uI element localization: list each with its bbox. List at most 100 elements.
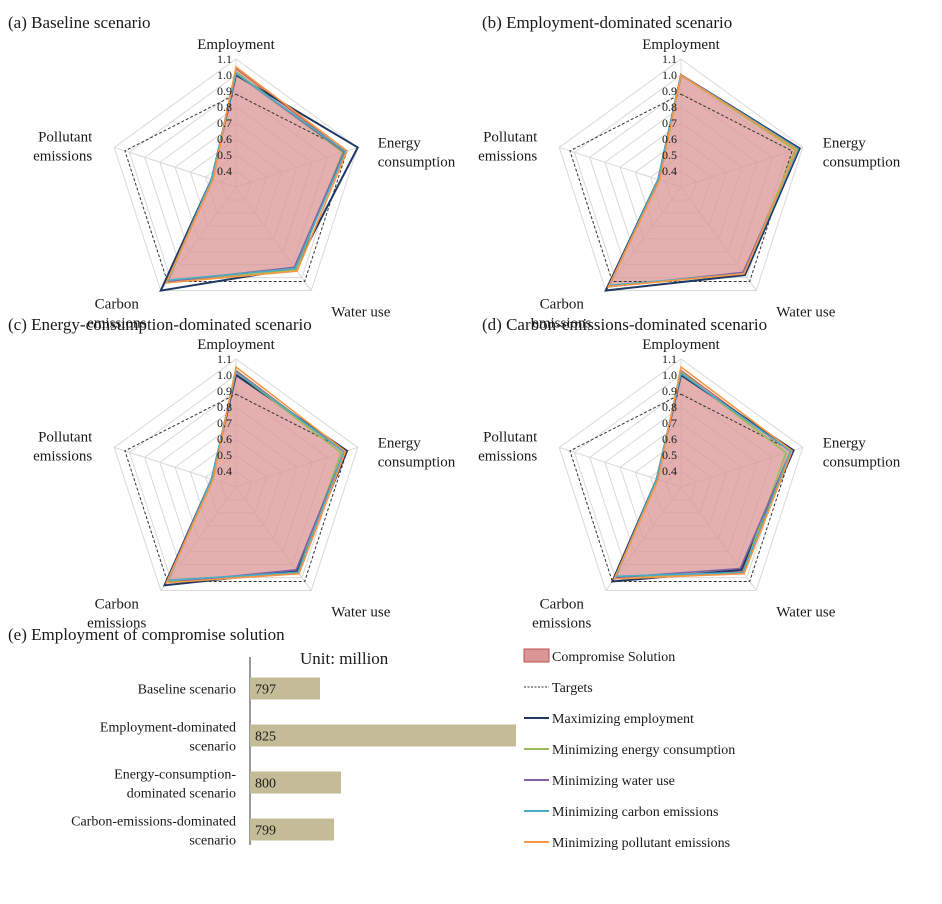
- legend-label: Targets: [552, 681, 593, 696]
- series-targets: [124, 93, 348, 282]
- series-minimizing-carbon-emissions: [614, 372, 792, 578]
- tick-label: 0.4: [217, 464, 232, 478]
- category-label: Employment-dominated: [100, 721, 236, 736]
- series-minimizing-carbon-emissions: [167, 370, 346, 582]
- series-minimizing-pollutant-emissions: [612, 365, 794, 580]
- radar-chart-d: (d) Carbon-emissions-dominated scenario 1…: [478, 315, 901, 632]
- axis-label: emissions: [33, 148, 92, 164]
- tick-label: 0.9: [217, 84, 232, 98]
- category-label: scenario: [189, 834, 236, 849]
- bar-value-label: 825: [255, 730, 276, 745]
- category-label: scenario: [189, 740, 236, 755]
- axis-label: Pollutant: [483, 129, 538, 145]
- tick-label: 0.9: [217, 384, 232, 398]
- axis-label: emissions: [33, 448, 92, 464]
- axis-label: Energy: [823, 135, 867, 151]
- series-targets: [124, 393, 348, 582]
- tick-label: 0.8: [662, 400, 677, 414]
- axis-label: Energy: [378, 435, 422, 451]
- axis-label: Pollutant: [38, 429, 93, 445]
- axis-label: Energy: [823, 435, 867, 451]
- tick-label: 0.7: [662, 116, 677, 130]
- tick-label: 0.7: [662, 416, 677, 430]
- tick-label: 0.6: [217, 432, 232, 446]
- bar: [250, 677, 320, 700]
- series-compromise-solution: [165, 369, 345, 584]
- axis-label: consumption: [378, 454, 456, 470]
- radar-chart-c: (c) Energy-consumption-dominated scenari…: [8, 315, 456, 632]
- bar-value-label: 799: [255, 824, 276, 839]
- panel-title: (e) Employment of compromise solution: [8, 625, 285, 644]
- tick-label: 0.4: [217, 164, 232, 178]
- legend-label: Minimizing water use: [552, 774, 675, 789]
- series-minimizing-pollutant-emissions: [165, 365, 347, 584]
- grid-ring: [113, 58, 359, 292]
- radar-chart-a: (a) Baseline scenario 1.1 1.0 0.9 0.8 0.7 0.6 0…: [8, 13, 456, 332]
- tick-label: 0.7: [217, 116, 232, 130]
- axis-label: Water use: [331, 305, 391, 321]
- axis-label: consumption: [378, 154, 456, 170]
- axis-label: emissions: [478, 448, 537, 464]
- tick-label: 1.1: [217, 352, 232, 366]
- tick-label: 0.7: [217, 416, 232, 430]
- axis-label: emissions: [87, 316, 146, 332]
- panel-title: (a) Baseline scenario: [8, 13, 151, 32]
- axis-label: Employment: [197, 337, 275, 353]
- tick-label: 1.0: [217, 368, 232, 382]
- axis-label: Carbon: [540, 297, 585, 313]
- panel-title: (b) Employment-dominated scenario: [482, 13, 732, 32]
- unit-label: Unit: million: [300, 649, 389, 668]
- series-minimizing-carbon-emissions: [167, 72, 347, 282]
- axis-label: Water use: [776, 305, 836, 321]
- category-label: Baseline scenario: [138, 683, 236, 698]
- axis-label: Energy: [378, 135, 422, 151]
- tick-label: 1.1: [217, 52, 232, 66]
- panel-title: (d) Carbon-emissions-dominated scenario: [482, 315, 767, 334]
- legend-label: Minimizing pollutant emissions: [552, 836, 730, 851]
- tick-label: 0.5: [217, 148, 232, 162]
- grid-ring: [113, 358, 359, 592]
- legend-label: Minimizing energy consumption: [552, 743, 735, 758]
- category-label: Energy-consumption-: [114, 768, 236, 783]
- series-targets: [569, 393, 793, 582]
- legend-label: Compromise Solution: [552, 650, 675, 665]
- axis-label: emissions: [87, 616, 146, 632]
- tick-label: 1.1: [662, 52, 677, 66]
- tick-label: 1.0: [662, 68, 677, 82]
- axis-label: Carbon: [95, 597, 140, 613]
- axis-label: emissions: [532, 316, 591, 332]
- tick-label: 0.5: [217, 448, 232, 462]
- axis-label: Pollutant: [38, 129, 93, 145]
- bar-value-label: 797: [255, 683, 276, 698]
- bar: [250, 724, 516, 747]
- tick-label: 0.4: [662, 464, 677, 478]
- axis-label: Employment: [197, 37, 275, 53]
- axis-label: Employment: [642, 337, 720, 353]
- grid-ring: [558, 358, 804, 592]
- axis-label: Carbon: [540, 597, 585, 613]
- tick-label: 1.0: [662, 368, 677, 382]
- panel-title: (c) Energy-consumption-dominated scenari…: [8, 315, 312, 334]
- axis-label: Water use: [331, 605, 391, 621]
- series-compromise-solution: [166, 67, 347, 283]
- bar-chart-e: (e) Employment of compromise solution Uni…: [8, 625, 516, 849]
- axis-label: consumption: [823, 154, 901, 170]
- grid-ring: [558, 58, 804, 292]
- tick-label: 0.8: [662, 100, 677, 114]
- legend-label: Minimizing carbon emissions: [552, 805, 718, 820]
- radar-chart-b: (b) Employment-dominated scenario 1.1 1.0 0…: [478, 13, 901, 332]
- tick-label: 1.1: [662, 352, 677, 366]
- axis-label: consumption: [823, 454, 901, 470]
- tick-label: 0.9: [662, 384, 677, 398]
- tick-label: 0.5: [662, 448, 677, 462]
- series-minimizing-pollutant-emissions: [607, 73, 798, 288]
- axis-label: emissions: [532, 616, 591, 632]
- tick-label: 0.8: [217, 100, 232, 114]
- bar-value-label: 800: [255, 777, 276, 792]
- legend-swatch-patch: [523, 648, 550, 663]
- series-minimizing-pollutant-emissions: [165, 65, 349, 284]
- tick-label: 0.9: [662, 84, 677, 98]
- tick-label: 0.8: [217, 400, 232, 414]
- axis-label: Carbon: [95, 297, 140, 313]
